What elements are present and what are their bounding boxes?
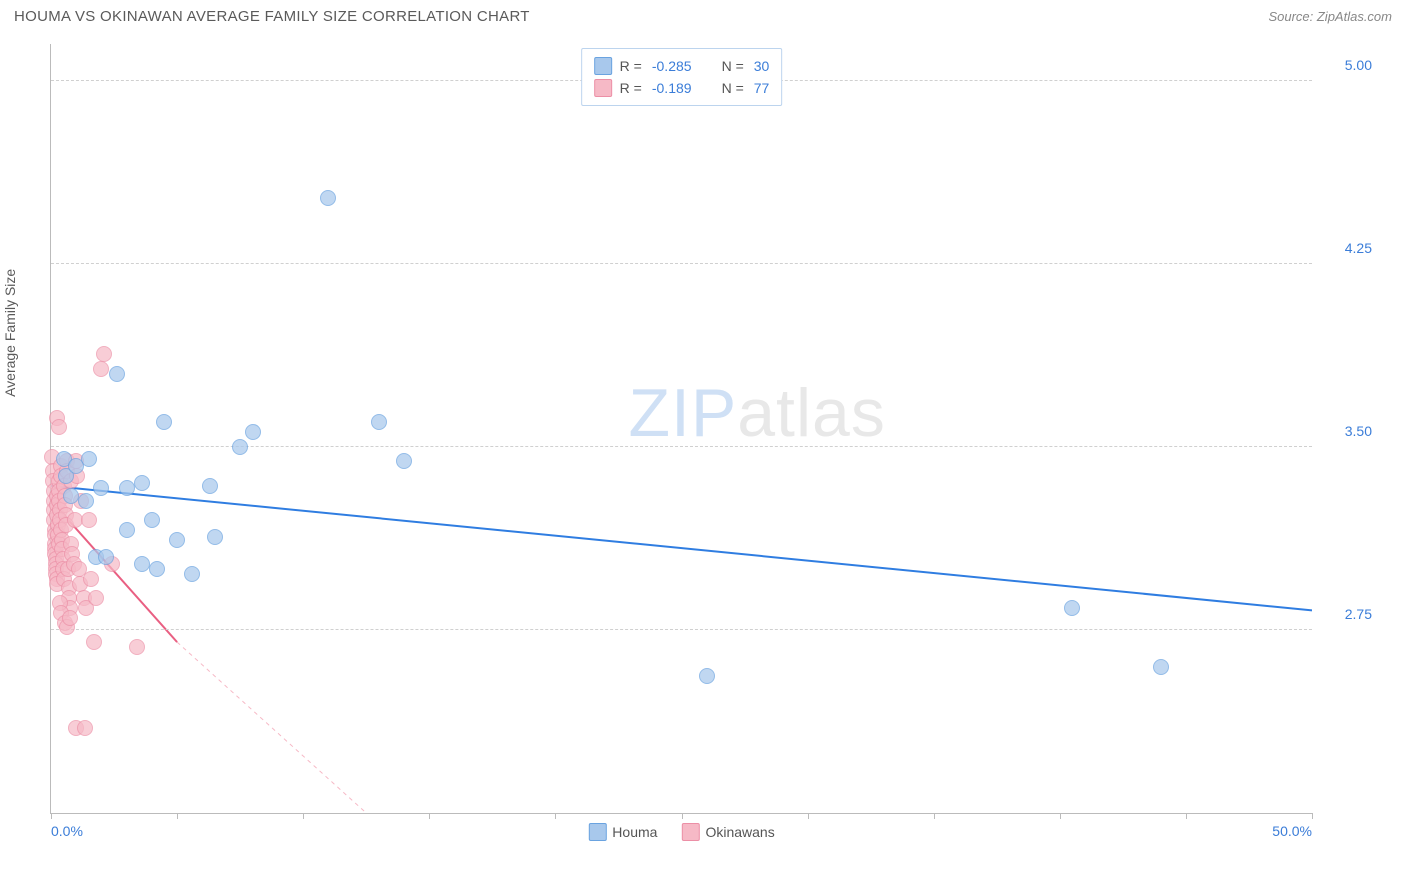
legend-item-okinawans: Okinawans <box>681 823 774 841</box>
houma-point <box>134 475 150 491</box>
x-tick <box>1312 813 1313 819</box>
okinawans-point <box>96 346 112 362</box>
y-tick-label: 3.50 <box>1345 423 1372 439</box>
chart-title: HOUMA VS OKINAWAN AVERAGE FAMILY SIZE CO… <box>14 8 530 25</box>
okinawans-point <box>93 361 109 377</box>
houma-point <box>202 478 218 494</box>
houma-point <box>169 532 185 548</box>
okinawans-point <box>62 610 78 626</box>
y-tick-label: 4.25 <box>1345 240 1372 256</box>
houma-point <box>396 453 412 469</box>
okinawans-swatch-icon <box>681 823 699 841</box>
x-tick <box>303 813 304 819</box>
x-tick <box>555 813 556 819</box>
okinawans-point <box>83 571 99 587</box>
houma-point <box>98 549 114 565</box>
okinawans-point <box>88 590 104 606</box>
okinawans-swatch-icon <box>594 79 612 97</box>
x-tick <box>682 813 683 819</box>
houma-point <box>134 556 150 572</box>
houma-point <box>149 561 165 577</box>
x-tick <box>808 813 809 819</box>
houma-point <box>93 480 109 496</box>
houma-point <box>78 493 94 509</box>
houma-swatch-icon <box>588 823 606 841</box>
x-tick <box>177 813 178 819</box>
houma-point <box>320 190 336 206</box>
okinawans-point <box>86 634 102 650</box>
y-tick-label: 2.75 <box>1345 606 1372 622</box>
y-axis-label: Average Family Size <box>2 269 18 397</box>
x-tick <box>51 813 52 819</box>
houma-point <box>156 414 172 430</box>
y-tick-label: 5.00 <box>1345 57 1372 73</box>
okinawans-point <box>77 720 93 736</box>
houma-point <box>119 480 135 496</box>
gridline <box>51 629 1312 630</box>
houma-point <box>699 668 715 684</box>
series-legend: Houma Okinawans <box>588 823 774 841</box>
stats-legend: R =-0.285 N =30 R =-0.189 N =77 <box>581 48 783 106</box>
trend-lines <box>51 44 1312 813</box>
watermark: ZIPatlas <box>628 374 885 452</box>
chart-container: Average Family Size ZIPatlas R =-0.285 N… <box>14 36 1392 870</box>
stats-row-okinawans: R =-0.189 N =77 <box>594 77 770 99</box>
x-axis-min-label: 0.0% <box>51 823 83 839</box>
x-tick <box>1186 813 1187 819</box>
houma-point <box>232 439 248 455</box>
houma-point <box>245 424 261 440</box>
okinawans-point <box>51 419 67 435</box>
legend-item-houma: Houma <box>588 823 657 841</box>
x-tick <box>429 813 430 819</box>
houma-point <box>109 366 125 382</box>
houma-point <box>63 488 79 504</box>
houma-point <box>371 414 387 430</box>
houma-point <box>184 566 200 582</box>
houma-point <box>144 512 160 528</box>
houma-point <box>81 451 97 467</box>
houma-point <box>1064 600 1080 616</box>
okinawans-point <box>81 512 97 528</box>
plot-area: ZIPatlas R =-0.285 N =30 R =-0.189 N =77… <box>50 44 1312 814</box>
houma-swatch-icon <box>594 57 612 75</box>
houma-point <box>207 529 223 545</box>
source-attribution: Source: ZipAtlas.com <box>1268 9 1392 24</box>
x-tick <box>1060 813 1061 819</box>
okinawans-point <box>129 639 145 655</box>
gridline <box>51 263 1312 264</box>
x-tick <box>934 813 935 819</box>
stats-row-houma: R =-0.285 N =30 <box>594 55 770 77</box>
x-axis-max-label: 50.0% <box>1272 823 1312 839</box>
houma-point <box>1153 659 1169 675</box>
houma-point <box>119 522 135 538</box>
